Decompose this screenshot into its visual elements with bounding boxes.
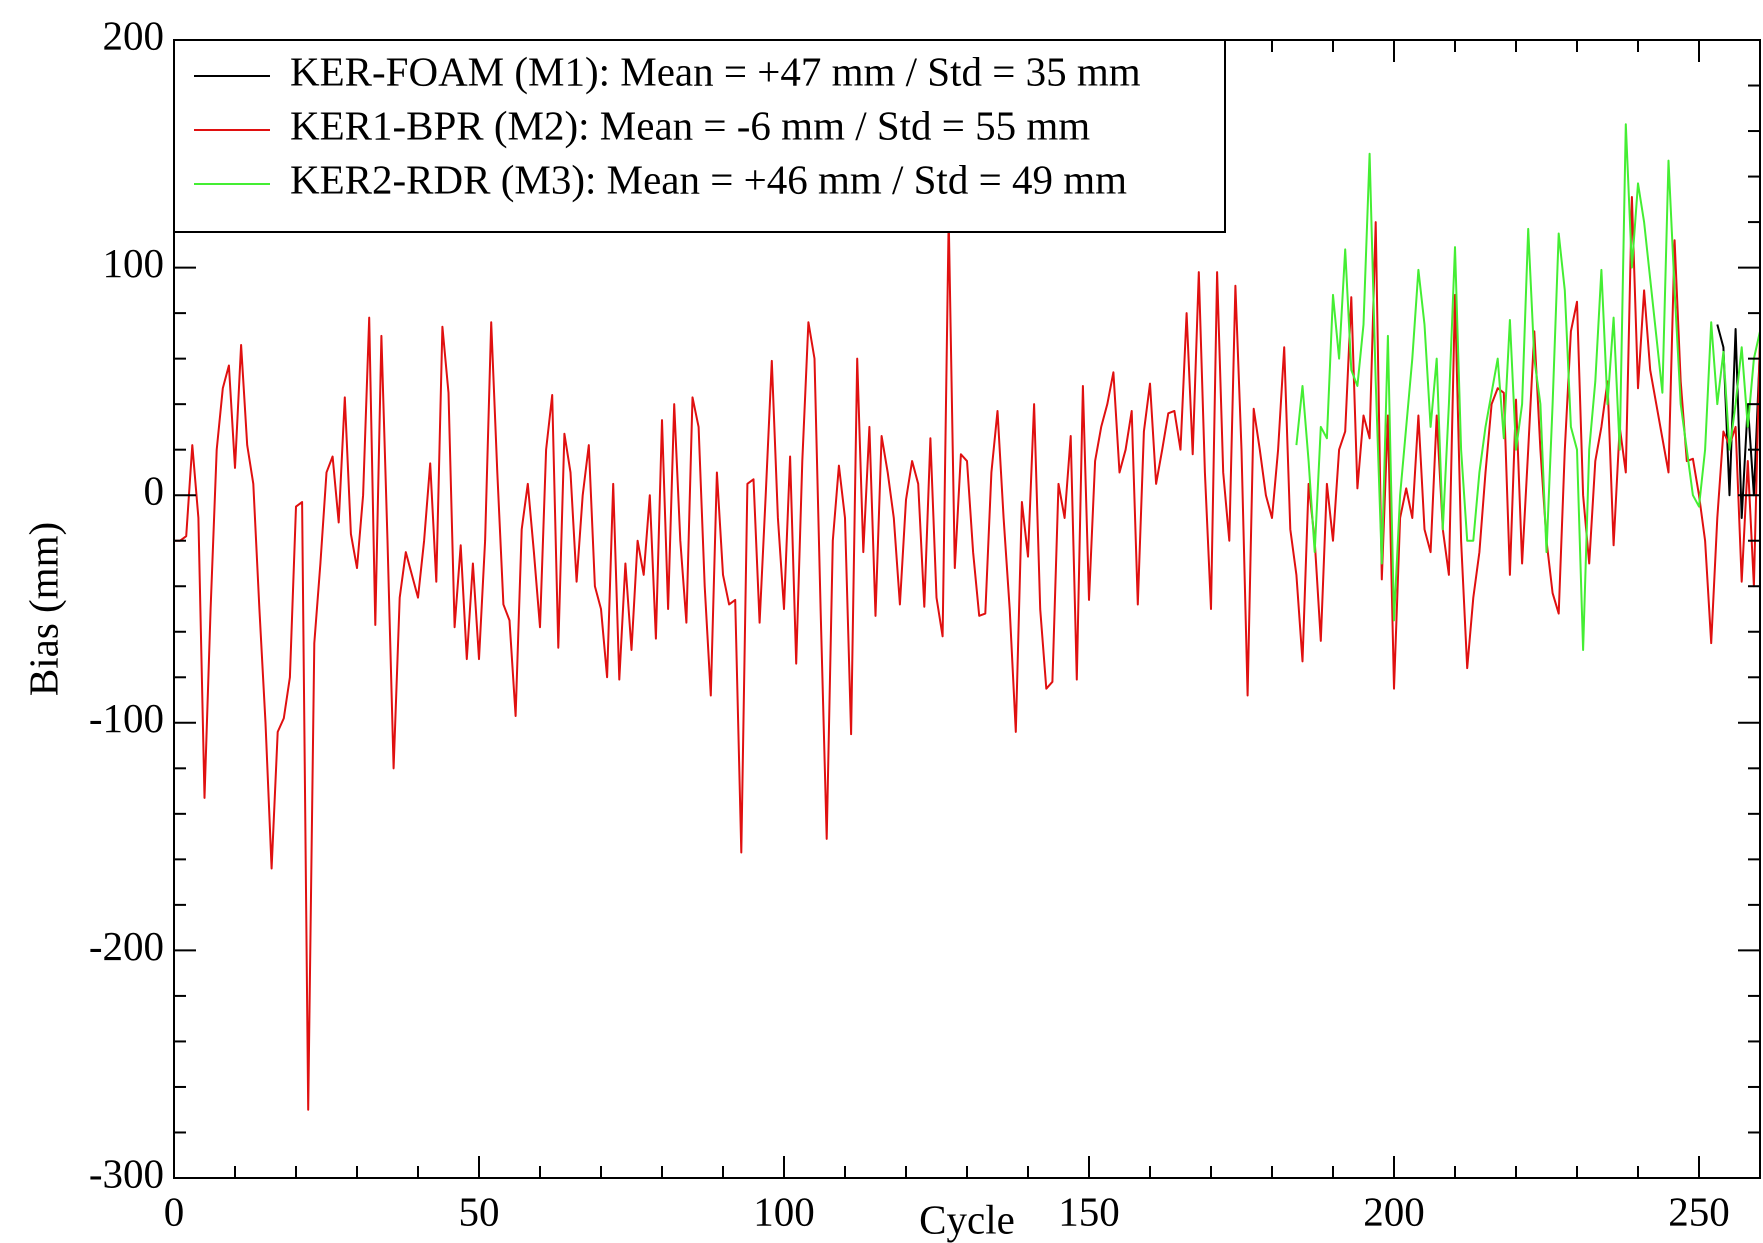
x-axis-label: Cycle <box>919 1196 1015 1242</box>
y-axis-label: Bias (mm) <box>20 522 66 696</box>
legend-label: KER2-RDR (M3): Mean = +46 mm / Std = 49 … <box>290 156 1127 202</box>
x-tick-label: 150 <box>1058 1188 1120 1234</box>
y-tick-label: -100 <box>89 695 164 741</box>
x-tick-label: 200 <box>1363 1188 1425 1234</box>
y-tick-label: -200 <box>89 923 164 969</box>
data-line <box>174 196 1760 1111</box>
data-line <box>1295 123 1760 651</box>
y-tick-label: 100 <box>103 240 165 286</box>
x-tick-label: 50 <box>459 1188 500 1234</box>
y-tick-label: 0 <box>144 468 165 514</box>
x-tick-label: 0 <box>164 1188 185 1234</box>
legend-label: KER-FOAM (M1): Mean = +47 mm / Std = 35 … <box>290 48 1141 94</box>
y-tick-label: 200 <box>103 12 165 58</box>
legend-box <box>173 39 1226 233</box>
x-tick-label: 100 <box>753 1188 815 1234</box>
y-tick-label: -300 <box>89 1150 164 1196</box>
x-tick-label: 250 <box>1668 1188 1730 1234</box>
legend-label: KER1-BPR (M2): Mean = -6 mm / Std = 55 m… <box>290 102 1090 148</box>
